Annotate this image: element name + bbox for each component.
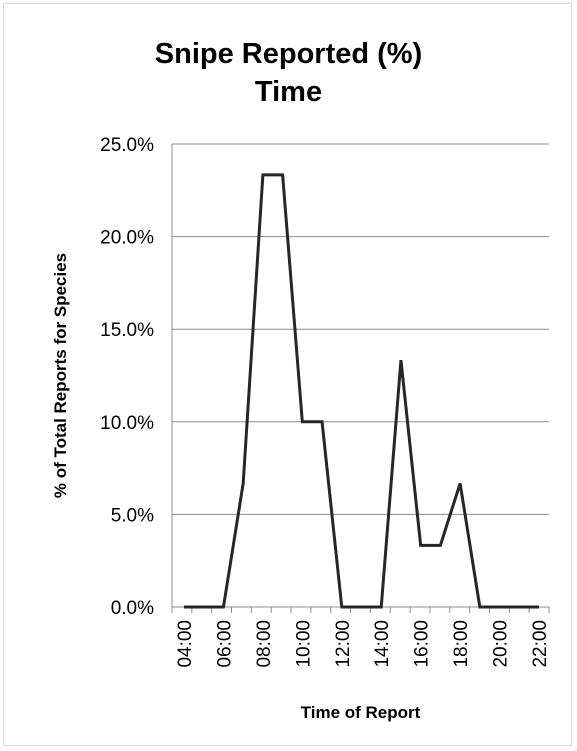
x-tick-label: 06:00 <box>214 620 235 668</box>
series-layer <box>184 173 539 609</box>
y-axis-label: % of Total Reports for Species <box>51 253 70 498</box>
y-tick-label: 20.0% <box>100 228 154 249</box>
y-tick-labels: 0.0% 5.0% 10.0% 15.0% 20.0% 25.0% <box>100 135 154 619</box>
x-tick-label: 20:00 <box>491 620 512 668</box>
chart-title-line-1: Snipe Reported (%) <box>154 38 423 70</box>
y-tick-label: 10.0% <box>100 413 154 434</box>
x-tick-label: 22:00 <box>530 620 551 668</box>
x-tick-label: 08:00 <box>254 620 275 668</box>
x-tick-label: 12:00 <box>333 620 354 668</box>
y-tick-label: 15.0% <box>100 320 154 341</box>
chart-frame <box>3 3 572 746</box>
x-tick-label: 16:00 <box>412 620 433 668</box>
axes <box>171 144 550 613</box>
series-line <box>184 173 539 609</box>
y-tick-label: 0.0% <box>111 598 154 619</box>
x-axis-label: Time of Report <box>301 703 421 722</box>
x-tick-label: 14:00 <box>372 620 393 668</box>
y-tick-label: 5.0% <box>111 505 154 526</box>
gridlines <box>172 143 549 608</box>
x-tick-labels: 04:00 06:00 08:00 10:00 12:00 14:00 16:00 18:00… <box>175 620 551 668</box>
x-tick-label: 18:00 <box>451 620 472 668</box>
chart-title-line-2: Time <box>254 76 323 108</box>
x-tick-label: 04:00 <box>175 620 196 668</box>
y-tick-label: 25.0% <box>100 135 154 156</box>
x-tick-label: 10:00 <box>293 620 314 668</box>
